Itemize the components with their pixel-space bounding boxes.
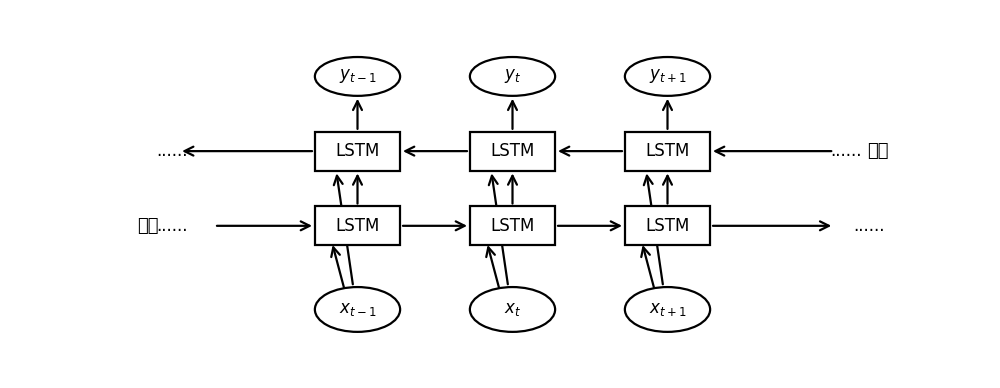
Text: LSTM: LSTM (490, 142, 535, 160)
Ellipse shape (315, 287, 400, 332)
Ellipse shape (470, 57, 555, 96)
Text: 后向: 后向 (867, 142, 888, 160)
FancyBboxPatch shape (315, 132, 400, 171)
Text: LSTM: LSTM (490, 217, 535, 235)
Text: $y_{t}$: $y_{t}$ (504, 68, 521, 85)
Text: ......: ...... (853, 217, 885, 235)
Text: LSTM: LSTM (645, 142, 690, 160)
Ellipse shape (625, 287, 710, 332)
Text: $y_{t-1}$: $y_{t-1}$ (339, 68, 376, 85)
Ellipse shape (625, 57, 710, 96)
Text: ......: ...... (156, 217, 187, 235)
Text: LSTM: LSTM (335, 142, 380, 160)
Text: ......: ...... (830, 142, 862, 160)
Text: $y_{t+1}$: $y_{t+1}$ (649, 68, 686, 85)
FancyBboxPatch shape (625, 206, 710, 245)
FancyBboxPatch shape (315, 206, 400, 245)
FancyBboxPatch shape (470, 132, 555, 171)
Text: $x_{t-1}$: $x_{t-1}$ (339, 300, 376, 319)
FancyBboxPatch shape (470, 206, 555, 245)
Text: 前向: 前向 (137, 217, 158, 235)
Ellipse shape (470, 287, 555, 332)
Text: $x_{t+1}$: $x_{t+1}$ (649, 300, 686, 319)
Text: LSTM: LSTM (645, 217, 690, 235)
Text: $x_{t}$: $x_{t}$ (504, 300, 521, 319)
Ellipse shape (315, 57, 400, 96)
Text: ......: ...... (156, 142, 187, 160)
Text: LSTM: LSTM (335, 217, 380, 235)
FancyBboxPatch shape (625, 132, 710, 171)
